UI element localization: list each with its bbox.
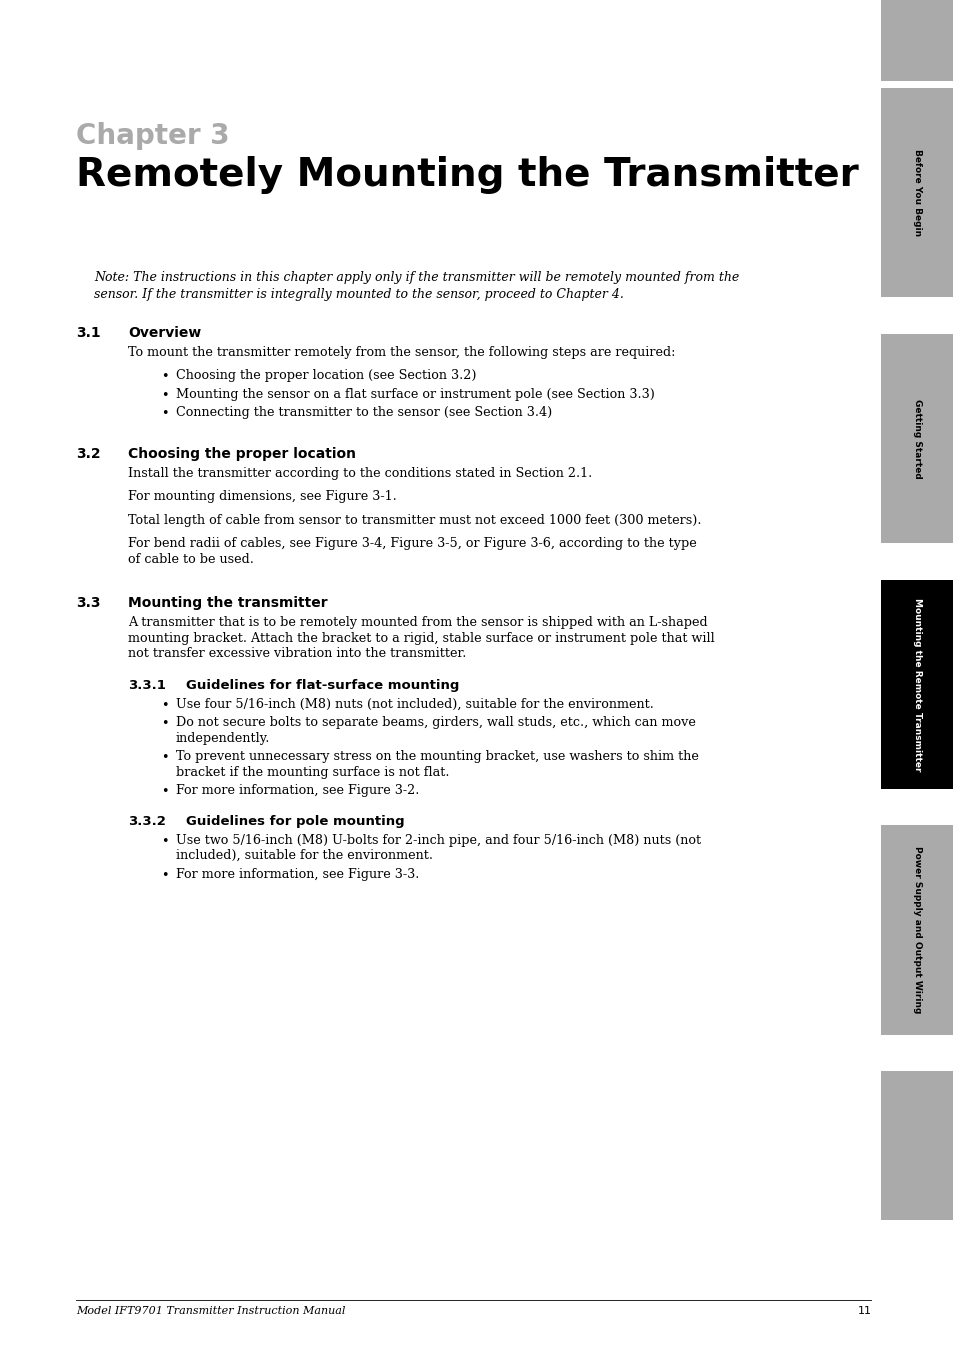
Text: Do not secure bolts to separate beams, girders, wall studs, etc., which can move: Do not secure bolts to separate beams, g… [175, 716, 695, 730]
Bar [881, 825, 953, 1035]
Text: 3.2: 3.2 [76, 447, 100, 461]
Text: Choosing the proper location: Choosing the proper location [128, 447, 355, 461]
Text: •: • [161, 698, 169, 712]
Text: not transfer excessive vibration into the transmitter.: not transfer excessive vibration into th… [128, 647, 466, 661]
Bar [881, 334, 953, 543]
Text: 3.1: 3.1 [76, 326, 100, 339]
Text: •: • [161, 869, 169, 882]
Text: Install the transmitter according to the conditions stated in Section 2.1.: Install the transmitter according to the… [128, 466, 592, 480]
Text: Getting Started: Getting Started [912, 399, 922, 478]
Text: For more information, see Figure 3-3.: For more information, see Figure 3-3. [175, 867, 419, 881]
Text: included), suitable for the environment.: included), suitable for the environment. [175, 848, 433, 862]
Text: 11: 11 [857, 1305, 871, 1316]
Text: •: • [161, 751, 169, 765]
Bar [881, 304, 953, 328]
Text: Use two 5/16-inch (M8) U-bolts for 2-inch pipe, and four 5/16-inch (M8) nuts (no: Use two 5/16-inch (M8) U-bolts for 2-inc… [175, 834, 700, 847]
Text: 3.3.1: 3.3.1 [128, 678, 166, 692]
Text: Overview: Overview [128, 326, 201, 339]
Text: •: • [161, 407, 169, 420]
Text: •: • [161, 717, 169, 730]
Bar [881, 1071, 953, 1220]
Text: 3.3.2: 3.3.2 [128, 815, 166, 828]
Text: To mount the transmitter remotely from the sensor, the following steps are requi: To mount the transmitter remotely from t… [128, 346, 675, 358]
Text: A transmitter that is to be remotely mounted from the sensor is shipped with an : A transmitter that is to be remotely mou… [128, 616, 707, 630]
Text: Mounting the transmitter: Mounting the transmitter [128, 596, 327, 611]
Text: Use four 5/16-inch (M8) nuts (not included), suitable for the environment.: Use four 5/16-inch (M8) nuts (not includ… [175, 697, 653, 711]
Bar [881, 796, 953, 820]
Text: Remotely Mounting the Transmitter: Remotely Mounting the Transmitter [76, 155, 858, 193]
Text: To prevent unnecessary stress on the mounting bracket, use washers to shim the: To prevent unnecessary stress on the mou… [175, 750, 699, 763]
Text: Mounting the sensor on a flat surface or instrument pole (see Section 3.3): Mounting the sensor on a flat surface or… [175, 388, 654, 401]
Text: Chapter 3: Chapter 3 [76, 122, 230, 150]
Text: independently.: independently. [175, 732, 270, 744]
Text: Model IFT9701 Transmitter Instruction Manual: Model IFT9701 Transmitter Instruction Ma… [76, 1305, 345, 1316]
Text: mounting bracket. Attach the bracket to a rigid, stable surface or instrument po: mounting bracket. Attach the bracket to … [128, 631, 714, 644]
Text: Total length of cable from sensor to transmitter must not exceed 1000 feet (300 : Total length of cable from sensor to tra… [128, 513, 700, 527]
Text: Before You Begin: Before You Begin [912, 149, 922, 236]
Text: Guidelines for pole mounting: Guidelines for pole mounting [186, 815, 404, 828]
Bar [881, 550, 953, 574]
Text: •: • [161, 389, 169, 401]
Bar [881, 1042, 953, 1066]
Text: Power Supply and Output Wiring: Power Supply and Output Wiring [912, 847, 922, 1013]
Text: For mounting dimensions, see Figure 3-1.: For mounting dimensions, see Figure 3-1. [128, 490, 396, 503]
Text: •: • [161, 835, 169, 847]
Text: Note: The instructions in this chapter apply only if the transmitter will be rem: Note: The instructions in this chapter a… [94, 270, 739, 284]
Bar [881, 580, 953, 789]
Text: sensor. If the transmitter is integrally mounted to the sensor, proceed to Chapt: sensor. If the transmitter is integrally… [94, 288, 623, 300]
Text: For more information, see Figure 3-2.: For more information, see Figure 3-2. [175, 784, 419, 797]
Text: 3.3: 3.3 [76, 596, 100, 611]
Text: For bend radii of cables, see Figure 3-4, Figure 3-5, or Figure 3-6, according t: For bend radii of cables, see Figure 3-4… [128, 538, 696, 550]
Text: •: • [161, 785, 169, 798]
Text: of cable to be used.: of cable to be used. [128, 553, 253, 566]
Text: Mounting the Remote Transmitter: Mounting the Remote Transmitter [912, 597, 922, 771]
Bar [881, 88, 953, 297]
Text: Choosing the proper location (see Section 3.2): Choosing the proper location (see Sectio… [175, 369, 476, 382]
Text: Connecting the transmitter to the sensor (see Section 3.4): Connecting the transmitter to the sensor… [175, 407, 552, 419]
Text: Guidelines for flat-surface mounting: Guidelines for flat-surface mounting [186, 678, 459, 692]
Text: bracket if the mounting surface is not flat.: bracket if the mounting surface is not f… [175, 766, 449, 778]
Bar [877, 0, 881, 1351]
Bar [881, 0, 953, 81]
Text: •: • [161, 370, 169, 384]
